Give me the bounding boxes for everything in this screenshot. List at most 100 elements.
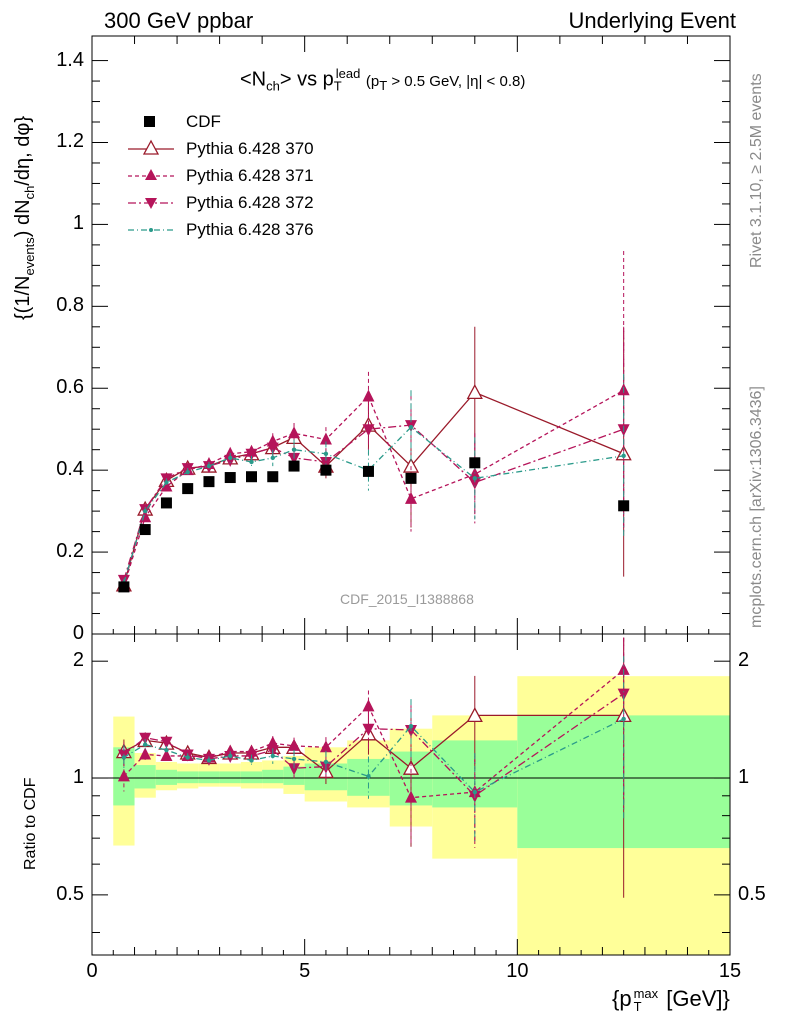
ratio-point	[206, 758, 212, 763]
ratio-point	[117, 769, 130, 782]
data-point	[142, 508, 148, 514]
ratio-point	[362, 699, 375, 712]
ratio-y-tick-label: 2	[72, 649, 84, 672]
ratio-point	[366, 774, 371, 779]
data-point	[362, 389, 375, 402]
title-part: > vs p	[279, 68, 334, 91]
data-point-cdf	[267, 471, 279, 483]
analysis-watermark: CDF_2015_I1388868	[340, 591, 474, 607]
x-tick-label: 5	[299, 960, 311, 982]
data-point	[266, 442, 279, 455]
band-green-bin	[219, 771, 241, 784]
data-point-cdf	[139, 524, 151, 536]
ylabel-part: ) dN	[12, 199, 34, 238]
legend-item-371: Pythia 6.428 371	[120, 164, 380, 186]
data-point-cdf	[246, 471, 257, 483]
ratio-point	[405, 790, 417, 803]
ylabel-sub: ch	[22, 185, 37, 200]
legend-marker-triangle-down-icon	[128, 198, 174, 209]
data-point-cdf	[362, 465, 374, 477]
ratio-point	[121, 755, 127, 760]
y-tick-label: 0.8	[56, 294, 84, 317]
y-tick-label: 0.4	[56, 458, 84, 481]
ratio-point	[160, 748, 173, 761]
data-point	[466, 383, 483, 399]
ratio-point	[139, 732, 152, 745]
legend-marker-open-triangle-icon	[128, 139, 174, 155]
ratio-series-line	[123, 718, 624, 793]
legend-marker-triangle-up-icon	[128, 169, 174, 180]
ratio-point	[408, 723, 414, 729]
ratio-point	[621, 716, 626, 722]
data-point-cdf	[118, 581, 130, 593]
data-point	[319, 456, 332, 469]
data-point	[164, 480, 169, 485]
ratio-y-tick-label: 1	[72, 766, 84, 789]
data-point	[621, 453, 626, 459]
y-tick-label: 0.2	[56, 540, 84, 563]
header-left: 300 GeV ppbar	[104, 8, 254, 33]
axis-frames	[91, 35, 731, 956]
data-point	[319, 432, 332, 445]
data-point	[288, 426, 301, 439]
ratio-y-tick-label-right: 0.5	[738, 882, 766, 905]
ratio-y-tick-label: 0.5	[56, 882, 84, 905]
data-point-cdf	[224, 472, 236, 484]
data-point	[405, 491, 417, 504]
series-line	[123, 424, 624, 581]
data-point	[288, 452, 301, 465]
ratio-point	[139, 747, 152, 760]
ylabel-sub: events	[22, 237, 37, 276]
band-green-bin	[155, 769, 178, 785]
legend-item-376: Pythia 6.428 376	[120, 218, 380, 240]
ratio-point	[142, 742, 148, 747]
ratio-point	[270, 753, 275, 759]
ratio-point	[472, 789, 477, 795]
ratio-point	[228, 753, 233, 759]
plot-title: <Nch> vs pTlead (pT > 0.5 GeV, |η| < 0.8…	[240, 66, 525, 94]
y-tick-label: 0	[72, 622, 84, 644]
ratio-point	[291, 756, 297, 762]
data-point	[472, 476, 477, 481]
data-point	[291, 447, 297, 452]
x-tick-label: 10	[506, 960, 529, 982]
band-green-bin	[134, 765, 156, 789]
title-cut-sub: T	[379, 77, 388, 93]
data-point	[160, 479, 173, 492]
x-tick-label: 0	[86, 960, 98, 982]
y-axis-label-ratio: Ratio to CDF	[22, 777, 39, 870]
data-point-cdf	[469, 457, 481, 469]
xlabel-part: {p	[612, 986, 632, 1011]
data-point	[206, 463, 212, 469]
legend-label: CDF	[186, 112, 221, 131]
legend-marker-dot-icon	[128, 228, 174, 232]
ratio-point	[164, 747, 169, 753]
data-point-cdf	[160, 497, 172, 509]
y-tick-label: 0.6	[56, 376, 84, 399]
x-tick-label: 15	[718, 960, 742, 982]
rivet-label: Rivet 3.1.10, ≥ 2.5M events	[748, 73, 765, 268]
xlabel-sub: T	[633, 999, 642, 1015]
legend-marker-square-icon	[144, 116, 155, 127]
legend-item-cdf: CDF	[120, 110, 380, 132]
data-point	[224, 454, 237, 467]
legend-item-372: Pythia 6.428 372	[120, 191, 380, 213]
title-sub: T	[333, 78, 342, 94]
ratio-point	[288, 738, 301, 751]
title-sub: ch	[266, 78, 280, 94]
data-point	[185, 470, 190, 475]
title-cut-part: > 0.5 GeV, |η| < 0.8)	[387, 72, 526, 90]
ratio-point	[466, 707, 483, 723]
ratio-series-line	[123, 669, 625, 799]
ratio-point	[288, 763, 301, 776]
legend-label: Pythia 6.428 370	[186, 139, 314, 158]
ylabel-part: /dη, dφ}	[12, 116, 34, 186]
band-green-bin	[177, 771, 199, 784]
data-point-cdf	[182, 483, 194, 495]
title-sup: lead	[335, 66, 361, 81]
legend-item-370: Pythia 6.428 370	[120, 137, 380, 159]
legend-label: Pythia 6.428 376	[186, 220, 314, 239]
ratio-point	[617, 688, 630, 701]
band-green-bin	[240, 771, 263, 784]
